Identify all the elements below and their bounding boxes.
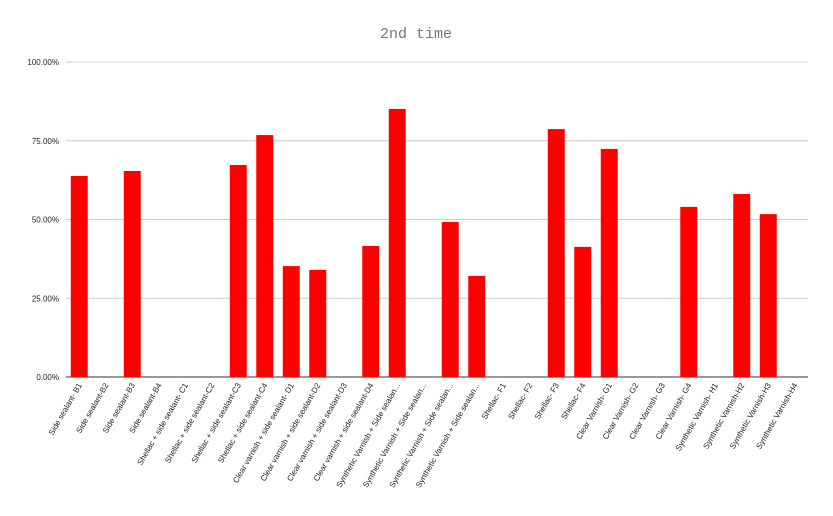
bar <box>70 176 88 377</box>
bar <box>282 266 300 377</box>
bar <box>733 193 751 377</box>
bar <box>468 275 486 377</box>
bar <box>759 214 777 377</box>
y-tick-label: 75.00% <box>32 137 59 146</box>
bar <box>680 206 698 377</box>
bar <box>309 269 327 377</box>
y-tick-label: 0.00% <box>36 373 59 382</box>
bar <box>256 135 274 377</box>
bar <box>123 170 141 377</box>
bar <box>574 246 592 377</box>
bar <box>388 108 406 377</box>
bar <box>600 148 618 377</box>
bar <box>229 165 247 377</box>
chart-title: 2nd time <box>380 26 452 43</box>
bar <box>547 129 565 377</box>
y-tick-label: 100.00% <box>27 58 59 67</box>
bar <box>441 222 459 377</box>
y-tick-label: 50.00% <box>32 216 59 225</box>
y-tick-label: 25.00% <box>32 294 59 303</box>
bar <box>362 245 380 377</box>
